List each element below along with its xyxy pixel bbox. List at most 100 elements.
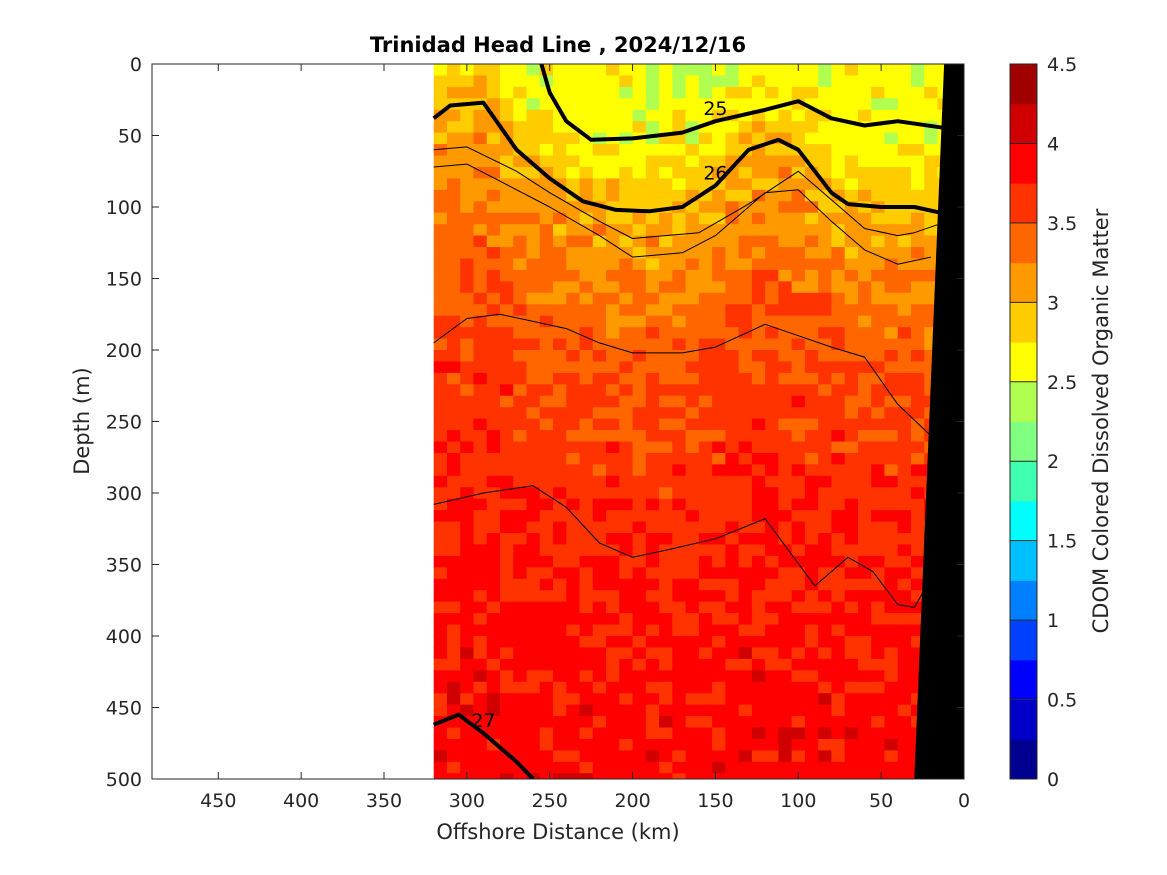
cdom-cell [592,166,607,179]
cdom-cell [672,315,687,328]
cdom-cell [844,601,859,614]
cdom-cell [672,361,687,374]
cdom-cell [433,533,448,546]
cdom-cell [725,201,740,214]
cdom-cell [738,178,753,191]
cdom-cell [765,624,779,637]
cdom-cell [632,144,647,157]
cdom-cell [592,590,607,603]
y-tick-label: 250 [106,412,142,434]
cdom-cell [632,86,647,99]
cdom-cell [844,441,859,454]
cdom-cell [685,681,700,694]
cdom-cell [659,418,673,431]
cdom-cell [553,716,567,729]
cdom-cell [844,155,859,168]
cdom-cell [778,624,793,637]
cdom-cell [897,738,912,751]
cdom-cell [513,601,528,614]
cdom-cell [473,681,488,694]
cdom-cell [513,475,528,488]
cdom-cell [473,109,488,122]
cdom-cell [566,613,581,626]
cdom-cell [553,647,567,660]
cdom-cell [433,189,448,202]
colorbar-tick-label: 1 [1047,610,1059,632]
cdom-cell [712,498,726,511]
cdom-cell [751,555,766,568]
cdom-cell [659,269,673,282]
cdom-cell [632,670,647,683]
cdom-cell [698,384,713,397]
cdom-cell [712,693,726,706]
cdom-cell [698,475,713,488]
cdom-cell [857,418,872,431]
cdom-cell [738,533,753,546]
cdom-cell [685,281,700,294]
cdom-cell [857,144,872,157]
cdom-cell [446,212,461,225]
density-contour-bold [432,100,948,217]
density-contour [433,163,932,265]
cdom-cell [791,75,806,88]
cdom-cell [725,498,740,511]
cdom-cell [433,201,448,214]
cdom-cell [553,212,567,225]
cdom-cell [553,487,567,500]
cdom-cell [778,292,793,305]
cdom-cell [672,338,687,351]
cdom-cell [791,590,806,603]
cdom-cell [486,533,501,546]
cdom-cell [831,613,846,626]
cdom-cell [619,98,634,111]
cdom-cell [857,670,872,683]
cdom-cell [526,64,541,77]
cdom-cell [712,475,726,488]
cdom-cell [804,178,819,191]
cdom-cell [698,155,713,168]
cdom-cell [857,636,872,649]
cdom-cell [725,567,740,580]
cdom-cell [778,269,793,282]
cdom-cell [460,144,475,157]
cdom-cell [473,590,488,603]
cdom-cell [606,590,620,603]
cdom-cell [446,658,461,671]
cdom-cell [725,510,740,523]
cdom-cell [606,86,620,99]
cdom-cell [897,716,912,729]
y-axis-label: Depth (m) [70,367,94,474]
cdom-cell [539,269,554,282]
cdom-cell [910,189,925,202]
cdom-cell [778,487,793,500]
cdom-cell [818,533,833,546]
cdom-cell [460,166,475,179]
cdom-cell [446,121,461,134]
cdom-cell [765,212,779,225]
cdom-cell [712,613,726,626]
cdom-cell [751,201,766,214]
cdom-cell [804,658,819,671]
cdom-cell [712,132,726,145]
cdom-cell [831,361,846,374]
cdom-cell [738,773,753,779]
cdom-cell [659,727,673,740]
cdom-cell [553,235,567,248]
cdom-cell [685,315,700,328]
cdom-cell [632,166,647,179]
cdom-cell [539,578,554,591]
cdom-cell [446,761,461,774]
cdom-cell [553,704,567,717]
cdom-cell [725,258,740,271]
cdom-cell [791,304,806,317]
cdom-cell [645,773,660,779]
cdom-cell [831,304,846,317]
cdom-cell [433,384,448,397]
cdom-cell [778,224,793,237]
cdom-cell [632,178,647,191]
cdom-cell [725,555,740,568]
cdom-cell [433,704,448,717]
cdom-cell [566,269,581,282]
cdom-cell [592,716,607,729]
cdom-cell [619,430,634,443]
